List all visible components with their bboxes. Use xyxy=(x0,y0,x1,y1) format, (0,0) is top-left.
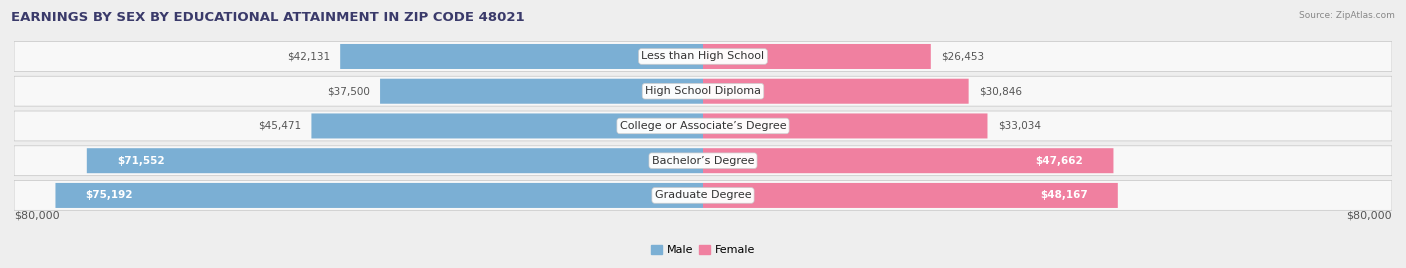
FancyBboxPatch shape xyxy=(14,146,1392,176)
Text: $80,000: $80,000 xyxy=(1347,211,1392,221)
Legend: Male, Female: Male, Female xyxy=(651,245,755,255)
Text: $45,471: $45,471 xyxy=(257,121,301,131)
Text: $71,552: $71,552 xyxy=(117,156,165,166)
FancyBboxPatch shape xyxy=(703,113,987,139)
Text: $37,500: $37,500 xyxy=(326,86,370,96)
FancyBboxPatch shape xyxy=(703,79,969,104)
FancyBboxPatch shape xyxy=(55,183,703,208)
Text: $33,034: $33,034 xyxy=(998,121,1040,131)
Text: Source: ZipAtlas.com: Source: ZipAtlas.com xyxy=(1299,11,1395,20)
FancyBboxPatch shape xyxy=(703,44,931,69)
FancyBboxPatch shape xyxy=(87,148,703,173)
Text: $26,453: $26,453 xyxy=(941,51,984,61)
Text: $80,000: $80,000 xyxy=(14,211,59,221)
Text: EARNINGS BY SEX BY EDUCATIONAL ATTAINMENT IN ZIP CODE 48021: EARNINGS BY SEX BY EDUCATIONAL ATTAINMEN… xyxy=(11,11,524,24)
FancyBboxPatch shape xyxy=(311,113,703,139)
FancyBboxPatch shape xyxy=(340,44,703,69)
Text: Less than High School: Less than High School xyxy=(641,51,765,61)
Text: High School Diploma: High School Diploma xyxy=(645,86,761,96)
Text: College or Associate’s Degree: College or Associate’s Degree xyxy=(620,121,786,131)
Text: $75,192: $75,192 xyxy=(86,191,134,200)
FancyBboxPatch shape xyxy=(14,42,1392,71)
FancyBboxPatch shape xyxy=(380,79,703,104)
Text: $30,846: $30,846 xyxy=(979,86,1022,96)
FancyBboxPatch shape xyxy=(14,111,1392,141)
FancyBboxPatch shape xyxy=(703,148,1114,173)
FancyBboxPatch shape xyxy=(703,183,1118,208)
Text: Bachelor’s Degree: Bachelor’s Degree xyxy=(652,156,754,166)
Text: Graduate Degree: Graduate Degree xyxy=(655,191,751,200)
FancyBboxPatch shape xyxy=(14,76,1392,106)
Text: $47,662: $47,662 xyxy=(1036,156,1083,166)
FancyBboxPatch shape xyxy=(14,181,1392,210)
Text: $42,131: $42,131 xyxy=(287,51,330,61)
Text: $48,167: $48,167 xyxy=(1040,191,1088,200)
